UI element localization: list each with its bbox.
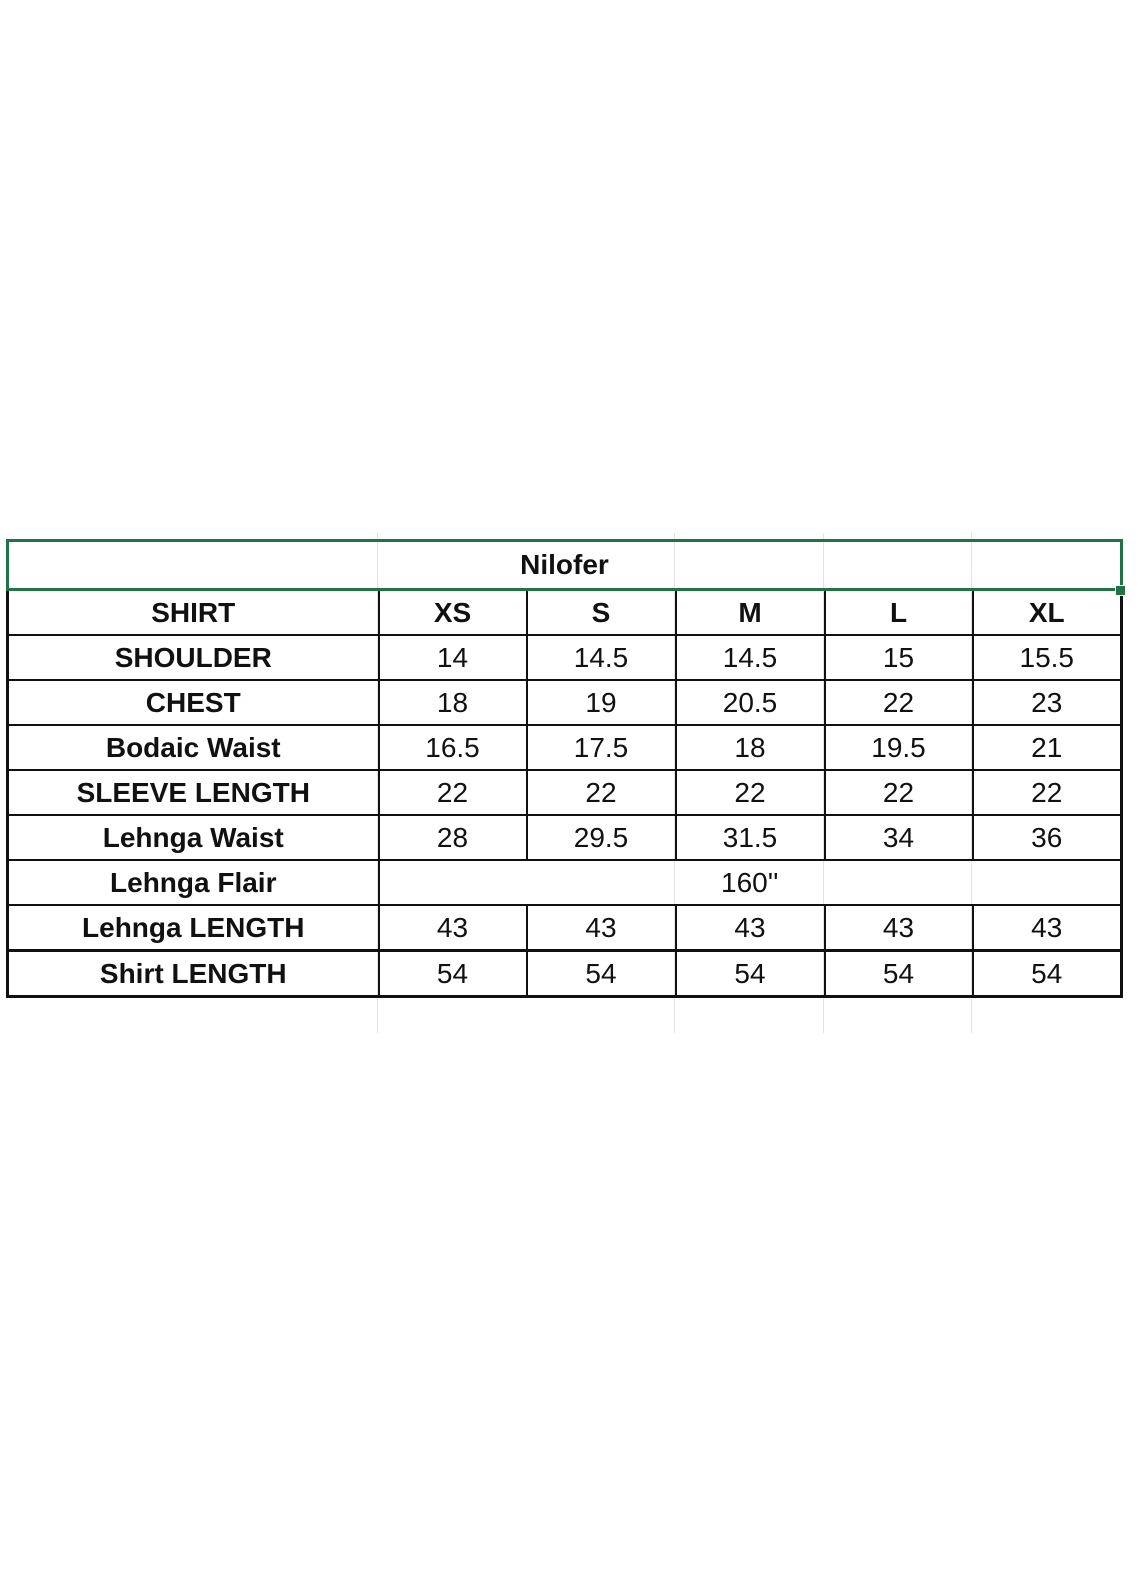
cell[interactable]: 17.5 [525, 724, 677, 771]
cell[interactable]: 23 [971, 679, 1123, 726]
cell[interactable]: 15 [823, 634, 974, 681]
cell[interactable]: 54 [525, 949, 677, 998]
row-label[interactable]: CHEST [6, 679, 380, 726]
merged-cell[interactable]: 160'' [377, 859, 1123, 906]
cell[interactable]: 20.5 [674, 679, 826, 726]
row-label[interactable]: SLEEVE LENGTH [6, 769, 380, 816]
cell[interactable]: 43 [674, 904, 826, 952]
cell[interactable]: 36 [971, 814, 1123, 861]
selected-title-cell[interactable]: Nilofer [6, 539, 1123, 591]
cell[interactable]: 43 [971, 904, 1123, 952]
cell[interactable]: 31.5 [674, 814, 826, 861]
header-cell[interactable]: XS [377, 588, 528, 636]
cell[interactable]: 54 [377, 949, 528, 998]
header-cell[interactable]: SHIRT [6, 588, 380, 636]
header-row: SHIRT XS S M L XL [6, 588, 1123, 636]
cell[interactable]: 28 [377, 814, 528, 861]
cell[interactable]: 43 [525, 904, 677, 952]
table-row: Bodaic Waist 16.5 17.5 18 19.5 21 [6, 724, 1123, 771]
cell[interactable]: 22 [525, 769, 677, 816]
table-row: SLEEVE LENGTH 22 22 22 22 22 [6, 769, 1123, 816]
cell[interactable]: 54 [971, 949, 1123, 998]
table-row: Lehnga Waist 28 29.5 31.5 34 36 [6, 814, 1123, 861]
cell[interactable]: 14.5 [674, 634, 826, 681]
table-row: Shirt LENGTH 54 54 54 54 54 [6, 949, 1123, 998]
cell[interactable]: 22 [823, 769, 974, 816]
cell[interactable]: 18 [674, 724, 826, 771]
size-chart-table: Nilofer SHIRT XS S M L XL SHOULDER 14 14… [6, 539, 1123, 998]
cell[interactable]: 14 [377, 634, 528, 681]
title-row: Nilofer [6, 539, 1123, 591]
cell[interactable]: 14.5 [525, 634, 677, 681]
row-label[interactable]: Lehnga Flair [6, 859, 380, 906]
cell[interactable]: 18 [377, 679, 528, 726]
header-cell[interactable]: L [823, 588, 974, 636]
row-label[interactable]: Bodaic Waist [6, 724, 380, 771]
cell[interactable]: 43 [823, 904, 974, 952]
row-label[interactable]: Lehnga Waist [6, 814, 380, 861]
cell[interactable]: 19.5 [823, 724, 974, 771]
table-row: SHOULDER 14 14.5 14.5 15 15.5 [6, 634, 1123, 681]
cell[interactable]: 54 [823, 949, 974, 998]
table-row: CHEST 18 19 20.5 22 23 [6, 679, 1123, 726]
row-label[interactable]: SHOULDER [6, 634, 380, 681]
header-cell[interactable]: XL [971, 588, 1123, 636]
fill-handle[interactable] [1115, 585, 1126, 596]
cell[interactable]: 34 [823, 814, 974, 861]
header-cell[interactable]: S [525, 588, 677, 636]
row-label[interactable]: Lehnga LENGTH [6, 904, 380, 952]
row-label[interactable]: Shirt LENGTH [6, 949, 380, 998]
cell[interactable]: 19 [525, 679, 677, 726]
cell[interactable]: 29.5 [525, 814, 677, 861]
header-cell[interactable]: M [674, 588, 826, 636]
cell[interactable]: 21 [971, 724, 1123, 771]
cell[interactable]: 22 [971, 769, 1123, 816]
cell[interactable]: 15.5 [971, 634, 1123, 681]
cell[interactable]: 16.5 [377, 724, 528, 771]
table-row: Lehnga Flair 160'' [6, 859, 1123, 906]
cell[interactable]: 43 [377, 904, 528, 952]
cell[interactable]: 22 [377, 769, 528, 816]
table-row: Lehnga LENGTH 43 43 43 43 43 [6, 904, 1123, 952]
cell[interactable]: 22 [823, 679, 974, 726]
cell[interactable]: 22 [674, 769, 826, 816]
cell[interactable]: 54 [674, 949, 826, 998]
